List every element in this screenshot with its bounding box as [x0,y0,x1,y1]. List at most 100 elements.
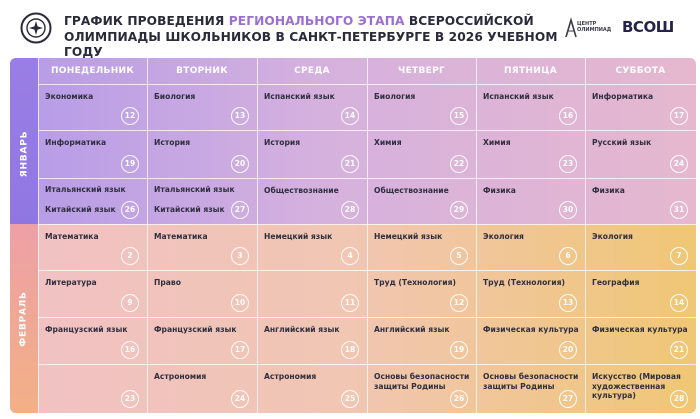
subject-label: Математика [154,232,208,241]
subject-label: Труд (Технология) [483,278,565,287]
day-header: ПЯТНИЦА [503,66,558,76]
row-divider [38,270,696,271]
date-badge: 23 [559,155,577,173]
date-badge: 9 [121,294,139,312]
date-badge: 23 [121,390,139,408]
date-badge: 28 [670,390,688,408]
schedule-cell: Физика 31 [585,178,696,224]
schedule-cell: Труд (Технология) 12 [367,270,476,317]
subject-label: Право [154,278,181,287]
schedule-cell: Физика 30 [476,178,585,224]
schedule-cell: История 21 [257,130,367,178]
date-badge: 4 [341,247,359,265]
date-badge: 18 [341,341,359,359]
subject-label: Экономика [45,92,94,101]
subject-label: Обществознание [374,186,449,195]
schedule-cell: 23 [38,364,147,413]
schedule-cell: Основы безопасности защиты Родины 26 [367,364,476,413]
olympiad-center-logo: ЦЕНТР ОЛИМПИАД [565,16,611,40]
schedule-cell: Обществознание 29 [367,178,476,224]
column-divider [367,58,368,413]
subject-label: Искусство (Мировая художественная культу… [592,372,681,400]
date-badge: 3 [231,247,249,265]
date-badge: 26 [121,201,139,219]
schedule-cell: Обществознание 28 [257,178,367,224]
subject-label: Основы безопасности защиты Родины [374,372,470,391]
page-header: График проведения регионального этапа вс… [0,0,700,59]
schedule-cell: Право 10 [147,270,257,317]
date-badge: 27 [231,201,249,219]
schedule-cell: Математика 3 [147,224,257,270]
subject-label: Китайский язык [154,205,225,214]
date-badge: 22 [450,155,468,173]
schedule-cell: Основы безопасности защиты Родины 27 [476,364,585,413]
subject-label: Биология [374,92,416,101]
schedule-cell: Английский язык 18 [257,317,367,364]
subject-label: Немецкий язык [264,232,333,241]
subject-label: География [592,278,640,287]
column-divider [38,58,39,413]
subject-label: История [264,138,301,147]
day-header: ПОНЕДЕЛЬНИК [50,66,135,76]
schedule-cell: Астрономия 25 [257,364,367,413]
month-name: ФЕВРАЛЬ [19,290,29,347]
schedule-cell: Биология 15 [367,84,476,130]
february-band [10,224,38,413]
day-header: СРЕДА [294,66,330,76]
date-badge: 15 [450,107,468,125]
subject-label: Информатика [45,138,107,147]
date-badge: 30 [559,201,577,219]
subject-label: Итальянский язык [45,185,126,194]
date-badge: 5 [450,247,468,265]
schedule-cell: Информатика 19 [38,130,147,178]
schedule-cell: Экономика 12 [38,84,147,130]
subject-label: Астрономия [154,372,207,381]
month-name: ЯНВАРЬ [19,130,30,178]
row-divider [38,224,696,225]
date-badge: 25 [341,390,359,408]
date-badge: 20 [231,155,249,173]
schedule-cell: Математика 2 [38,224,147,270]
schedule-cell: Астрономия 24 [147,364,257,413]
column-divider [257,58,258,413]
subject-label: Информатика [592,92,654,101]
subject-label: История [154,138,191,147]
date-badge: 17 [670,107,688,125]
date-badge: 11 [341,294,359,312]
month-label: ЯНВАРЬ [10,84,38,224]
column-divider [585,58,586,413]
row-divider [38,178,696,179]
date-badge: 31 [670,201,688,219]
date-badge: 19 [121,155,139,173]
schedule-cell: Физическая культура 20 [476,317,585,364]
date-badge: 19 [450,341,468,359]
schedule-cell: Химия 22 [367,130,476,178]
subject-label: Испанский язык [483,92,554,101]
page-title: График проведения регионального этапа вс… [64,14,558,59]
schedule-cell: Испанский язык 14 [257,84,367,130]
schedule-cell: История 20 [147,130,257,178]
schedule-cell: 11 [257,270,367,317]
january-band [10,58,38,224]
date-badge: 26 [450,390,468,408]
schedule-cell: Испанский язык 16 [476,84,585,130]
subject-label: Физическая культура [592,325,688,334]
subject-label: Физика [483,186,516,195]
subject-label: Испанский язык [264,92,335,101]
date-badge: 13 [559,294,577,312]
schedule-cell: Физическая культура 21 [585,317,696,364]
date-badge: 21 [341,155,359,173]
date-badge: 13 [231,107,249,125]
schedule-cell: Труд (Технология) 13 [476,270,585,317]
date-badge: 16 [559,107,577,125]
date-badge: 12 [450,294,468,312]
subject-label: Французский язык [154,325,237,334]
subject-label: Труд (Технология) [374,278,456,287]
schedule-cell: Немецкий язык 5 [367,224,476,270]
row-divider [38,317,696,318]
subject-label: Русский язык [592,138,652,147]
subject-label: Экология [483,232,524,241]
subject-label: Английский язык [264,325,340,334]
subject-label: Физика [592,186,625,195]
schedule-table: ПОНЕДЕЛЬНИК ВТОРНИК СРЕДА ЧЕТВЕРГ ПЯТНИЦА СУБ… [10,58,696,413]
